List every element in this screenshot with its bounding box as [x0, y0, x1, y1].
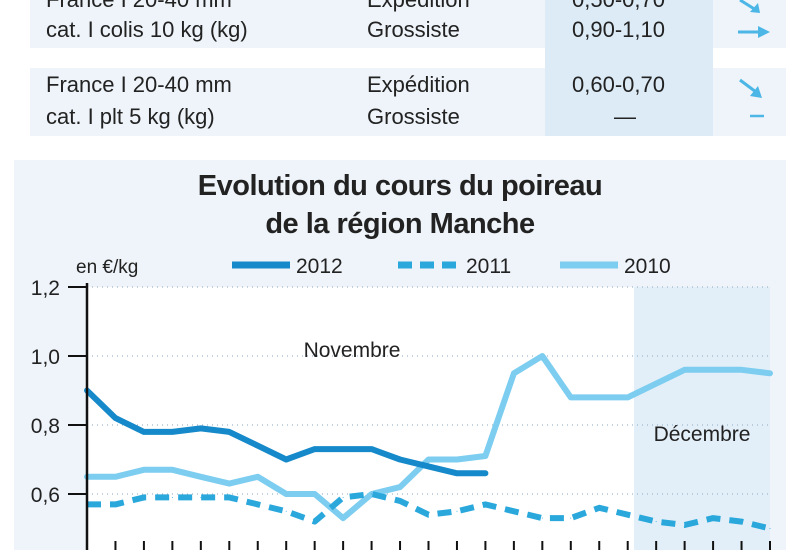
legend-label-2011: 2011 — [466, 255, 511, 278]
data-point-2012 — [114, 417, 116, 419]
data-point-2011 — [598, 507, 600, 509]
data-point-2010 — [484, 455, 486, 457]
data-point-2012 — [285, 459, 287, 460]
row-1-background — [30, 0, 545, 48]
data-point-2010 — [143, 469, 145, 471]
row-2-price-2: — — [614, 104, 636, 129]
data-point-2011 — [513, 510, 515, 512]
period-label-december: Décembre — [654, 423, 751, 446]
y-tick-label: 1,2 — [31, 277, 60, 300]
data-point-2011 — [541, 517, 543, 519]
data-point-2010 — [228, 483, 230, 485]
plot-area-december — [634, 287, 770, 550]
data-point-2010 — [314, 493, 316, 495]
data-point-2012 — [399, 459, 401, 460]
data-point-2012 — [342, 448, 344, 450]
data-point-2011 — [342, 496, 344, 498]
chart-title-line-1: Evolution du cours du poireau — [197, 170, 603, 202]
data-point-2010 — [428, 459, 429, 460]
y-tick-label: 0,8 — [31, 415, 60, 438]
data-point-2012 — [257, 445, 259, 447]
data-point-2010 — [399, 486, 401, 488]
data-point-2011 — [143, 496, 145, 498]
row-2-stage-2: Grossiste — [367, 104, 460, 129]
row-1-trend-background — [713, 0, 786, 48]
data-point-2011 — [285, 510, 287, 512]
down-arrow-icon — [739, 78, 762, 98]
data-point-2012 — [314, 448, 316, 450]
data-point-2010 — [541, 355, 543, 357]
y-axis-unit-label: en €/kg — [76, 257, 138, 278]
row-1-stage-2: Grossiste — [367, 17, 460, 42]
row-1-price-2: 0,90-1,10 — [572, 17, 665, 42]
data-point-2010 — [456, 459, 458, 460]
row-2-product-line-1: France I 20-40 mm — [46, 72, 232, 97]
data-point-2011 — [741, 521, 743, 523]
data-point-2010 — [627, 396, 629, 398]
legend-label-2010: 2010 — [624, 255, 671, 278]
down-arrow-icon — [739, 0, 760, 13]
y-tick-label: 1,0 — [31, 346, 60, 369]
data-point-2011 — [484, 503, 486, 505]
plot-area-november — [87, 287, 634, 550]
data-point-2010 — [257, 476, 259, 478]
data-point-2011 — [655, 521, 657, 523]
data-point-2010 — [171, 469, 173, 471]
data-point-2011 — [228, 496, 230, 498]
data-point-2011 — [570, 517, 572, 519]
row-1-product-line-1: France I 20-40 mm — [46, 0, 232, 15]
data-point-2011 — [627, 514, 629, 516]
data-point-2010 — [200, 476, 202, 478]
row-2-price-1: 0,60-0,70 — [572, 72, 665, 97]
data-point-2010 — [570, 396, 572, 398]
data-point-2011 — [171, 496, 173, 498]
data-point-2011 — [428, 514, 429, 516]
y-tick-label: 0,6 — [31, 484, 60, 507]
dash-icon — [750, 114, 764, 118]
row-2-background — [30, 68, 545, 136]
data-point-2010 — [342, 517, 344, 519]
row-2-trend-background — [713, 68, 786, 136]
price-column — [545, 0, 713, 136]
data-point-2010 — [598, 396, 600, 398]
data-point-2010 — [285, 493, 287, 495]
data-point-2010 — [712, 369, 714, 371]
data-point-2012 — [428, 465, 429, 467]
data-point-2011 — [399, 500, 401, 502]
data-point-2011 — [456, 510, 458, 512]
data-point-2011 — [371, 493, 373, 495]
data-point-2011 — [769, 528, 771, 529]
data-point-2010 — [741, 369, 743, 371]
data-point-2012 — [143, 431, 145, 433]
data-point-2012 — [371, 448, 373, 450]
row-2-stage-1: Expédition — [367, 72, 470, 97]
period-label-november: Novembre — [304, 339, 401, 362]
legend-label-2012: 2012 — [296, 255, 343, 278]
data-point-2010 — [684, 369, 686, 371]
row-1-product-line-2: cat. I colis 10 kg (kg) — [46, 17, 248, 42]
row-1-price-1: 0,50-0,70 — [572, 0, 665, 15]
data-point-2010 — [513, 372, 515, 374]
data-point-2011 — [314, 521, 316, 523]
data-point-2010 — [769, 372, 771, 374]
data-point-2012 — [200, 427, 202, 429]
price-table: France I 20-40 mm cat. I colis 10 kg (kg… — [0, 0, 800, 150]
chart-title-line-2: de la région Manche — [265, 208, 535, 240]
right-arrow-icon — [738, 26, 770, 38]
data-point-2011 — [684, 524, 686, 526]
data-point-2011 — [712, 517, 714, 519]
data-point-2012 — [484, 472, 486, 474]
data-point-2011 — [114, 503, 116, 505]
row-2-product-line-2: cat. I plt 5 kg (kg) — [46, 104, 215, 129]
row-1-stage-1: Expédition — [367, 0, 470, 15]
data-point-2011 — [200, 496, 202, 498]
data-point-2012 — [456, 472, 458, 474]
data-point-2010 — [655, 383, 657, 385]
data-point-2012 — [228, 431, 230, 433]
data-point-2010 — [114, 476, 116, 478]
data-point-2011 — [257, 503, 259, 505]
data-point-2012 — [171, 431, 173, 433]
